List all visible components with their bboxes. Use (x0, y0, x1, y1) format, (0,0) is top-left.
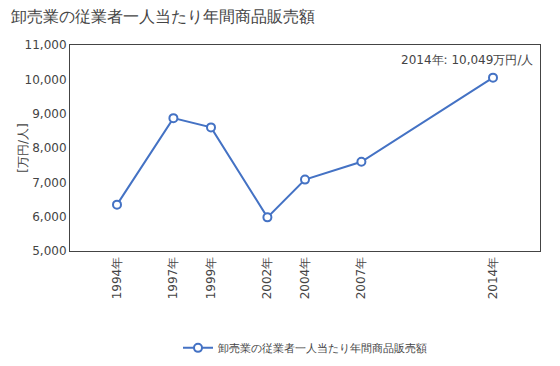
svg-text:1994年: 1994年 (110, 257, 124, 300)
svg-text:7,000: 7,000 (32, 176, 66, 190)
svg-text:6,000: 6,000 (32, 210, 66, 224)
svg-text:1999年: 1999年 (204, 257, 218, 300)
svg-text:8,000: 8,000 (32, 141, 66, 155)
svg-text:1997年: 1997年 (166, 257, 180, 300)
svg-text:2002年: 2002年 (260, 257, 274, 300)
svg-text:[万円/人]: [万円/人] (16, 123, 30, 172)
svg-text:10,000: 10,000 (25, 73, 67, 87)
svg-text:卸売業の従業者一人当たり年間商品販売額: 卸売業の従業者一人当たり年間商品販売額 (11, 7, 315, 26)
svg-text:9,000: 9,000 (32, 107, 66, 121)
svg-text:卸売業の従業者一人当たり年間商品販売額: 卸売業の従業者一人当たり年間商品販売額 (218, 342, 427, 355)
svg-text:2014年: 2014年 (486, 257, 500, 300)
svg-text:2004年: 2004年 (298, 257, 312, 300)
svg-text:5,000: 5,000 (32, 244, 66, 258)
svg-text:11,000: 11,000 (25, 38, 67, 52)
svg-text:2007年: 2007年 (354, 257, 368, 300)
svg-text:2014年: 10,049万円/人: 2014年: 10,049万円/人 (401, 53, 533, 67)
